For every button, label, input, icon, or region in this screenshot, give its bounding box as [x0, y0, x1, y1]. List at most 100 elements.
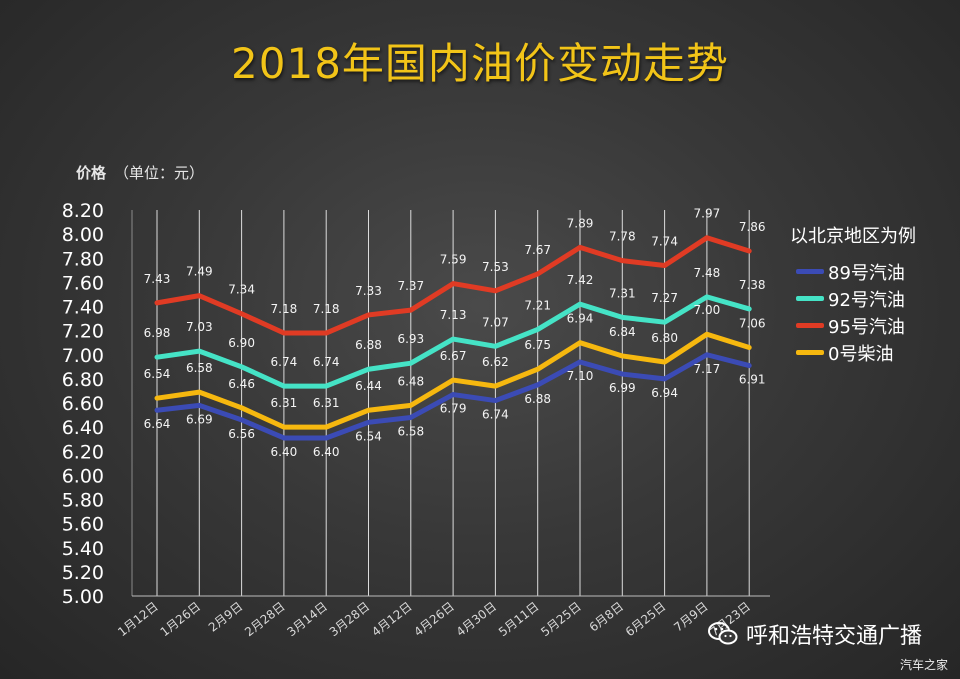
y-tick-label: 8.20 [62, 200, 104, 222]
y-tick-label: 6.80 [62, 369, 104, 391]
legend-label: 0号柴油 [828, 343, 894, 365]
data-label: 6.90 [228, 336, 255, 350]
x-tick-label: 5月11日 [496, 599, 542, 639]
data-label: 6.98 [144, 326, 171, 340]
data-label: 7.78 [609, 230, 636, 244]
data-label: 7.06 [739, 317, 766, 331]
data-label: 6.62 [482, 355, 509, 369]
y-tick-label: 5.20 [62, 562, 104, 584]
watermark-text: 呼和浩特交通广播 [746, 624, 923, 649]
legend-label: 95号汽油 [828, 316, 905, 338]
data-label: 6.40 [313, 445, 340, 459]
data-label: 6.56 [228, 427, 255, 441]
data-label: 6.80 [651, 331, 678, 345]
y-tick-label: 6.20 [62, 441, 104, 463]
x-tick-label: 3月14日 [284, 599, 330, 639]
x-tick-label: 4月30日 [454, 599, 500, 639]
data-label: 7.18 [313, 302, 340, 316]
data-label: 7.33 [355, 284, 382, 298]
series-line-92-gasoline [154, 294, 752, 389]
data-label: 7.74 [651, 234, 678, 248]
y-tick-label: 5.80 [62, 490, 104, 512]
legend-item: 95号汽油 [796, 312, 905, 339]
data-label: 7.38 [739, 278, 766, 292]
y-tick-label: 6.00 [62, 465, 104, 487]
series-line-0-diesel [154, 331, 752, 430]
x-tick-label: 1月12日 [115, 599, 161, 639]
data-label: 6.91 [739, 373, 766, 387]
data-label: 7.31 [609, 286, 636, 300]
data-label: 6.58 [186, 361, 213, 375]
data-label: 7.37 [397, 279, 424, 293]
data-label: 7.67 [524, 243, 551, 257]
y-tick-label: 5.60 [62, 514, 104, 536]
data-label: 6.48 [397, 374, 424, 388]
legend-item: 0号柴油 [796, 339, 905, 366]
x-tick-label: 4月12日 [369, 599, 415, 639]
x-tick-label: 6月25日 [623, 599, 669, 639]
unit-note: （单位：元） [114, 164, 205, 182]
y-tick-label: 7.20 [62, 321, 104, 343]
y-tick-label: 5.00 [62, 586, 104, 608]
legend-swatch [796, 296, 824, 301]
x-tick-label: 6月8日 [587, 599, 627, 634]
data-label: 6.84 [609, 325, 636, 339]
y-tick-label: 8.00 [62, 224, 104, 246]
x-tick-label: 1月26日 [158, 599, 204, 639]
data-label: 7.86 [739, 220, 766, 234]
data-label: 6.75 [524, 338, 551, 352]
data-label: 6.54 [355, 429, 382, 443]
data-label: 6.69 [186, 412, 213, 426]
data-label: 6.67 [440, 349, 467, 363]
data-label: 6.44 [355, 379, 382, 393]
x-tick-label: 4月26日 [411, 599, 457, 639]
data-label: 7.53 [482, 260, 509, 274]
data-label: 6.74 [313, 355, 340, 369]
legend-label: 92号汽油 [828, 289, 905, 311]
wechat-icon [708, 621, 738, 647]
data-label: 7.34 [228, 283, 255, 297]
legend-swatch [796, 323, 824, 328]
x-tick-label: 2月9日 [206, 599, 246, 634]
data-label: 6.64 [144, 417, 171, 431]
series-line-89-gasoline [154, 352, 752, 441]
data-label: 6.31 [313, 396, 340, 410]
legend-item: 92号汽油 [796, 285, 905, 312]
data-label: 7.17 [694, 362, 721, 376]
x-tick-label: 3月28日 [327, 599, 373, 639]
data-label: 6.58 [397, 424, 424, 438]
data-label: 7.49 [186, 265, 213, 279]
x-tick-label: 5月25日 [538, 599, 584, 639]
legend-title: 以北京地区为例 [790, 226, 916, 247]
legend-label: 89号汽油 [828, 262, 905, 284]
y-tick-label: 6.40 [62, 417, 104, 439]
y-tick-label: 6.60 [62, 393, 104, 415]
legend-swatch [796, 350, 824, 355]
data-label: 7.97 [694, 207, 721, 221]
data-label: 6.79 [440, 402, 467, 416]
legend-item: 89号汽油 [796, 258, 905, 285]
data-label: 6.40 [271, 445, 298, 459]
data-label: 7.18 [271, 302, 298, 316]
data-label: 6.99 [609, 381, 636, 395]
y-tick-label: 5.40 [62, 538, 104, 560]
data-label: 6.54 [144, 367, 171, 381]
x-tick-label: 2月28日 [242, 599, 288, 639]
chart-title: 2018年国内油价变动走势 [231, 39, 729, 88]
source-mark: 汽车之家 [899, 658, 948, 672]
data-label: 7.48 [694, 266, 721, 280]
data-label: 6.94 [651, 386, 678, 400]
series-line-95-gasoline [154, 235, 752, 336]
y-tick-label: 7.80 [62, 248, 104, 270]
data-label: 7.03 [186, 320, 213, 334]
data-label: 7.89 [567, 216, 594, 230]
data-label: 6.88 [355, 338, 382, 352]
data-label: 6.93 [397, 332, 424, 346]
data-label: 6.94 [567, 312, 594, 326]
data-label: 7.42 [567, 273, 594, 287]
data-label: 7.00 [694, 303, 721, 317]
y-tick-label: 7.60 [62, 272, 104, 294]
data-label: 6.74 [271, 355, 298, 369]
y-tick-label: 7.00 [62, 345, 104, 367]
data-label: 7.10 [567, 369, 594, 383]
